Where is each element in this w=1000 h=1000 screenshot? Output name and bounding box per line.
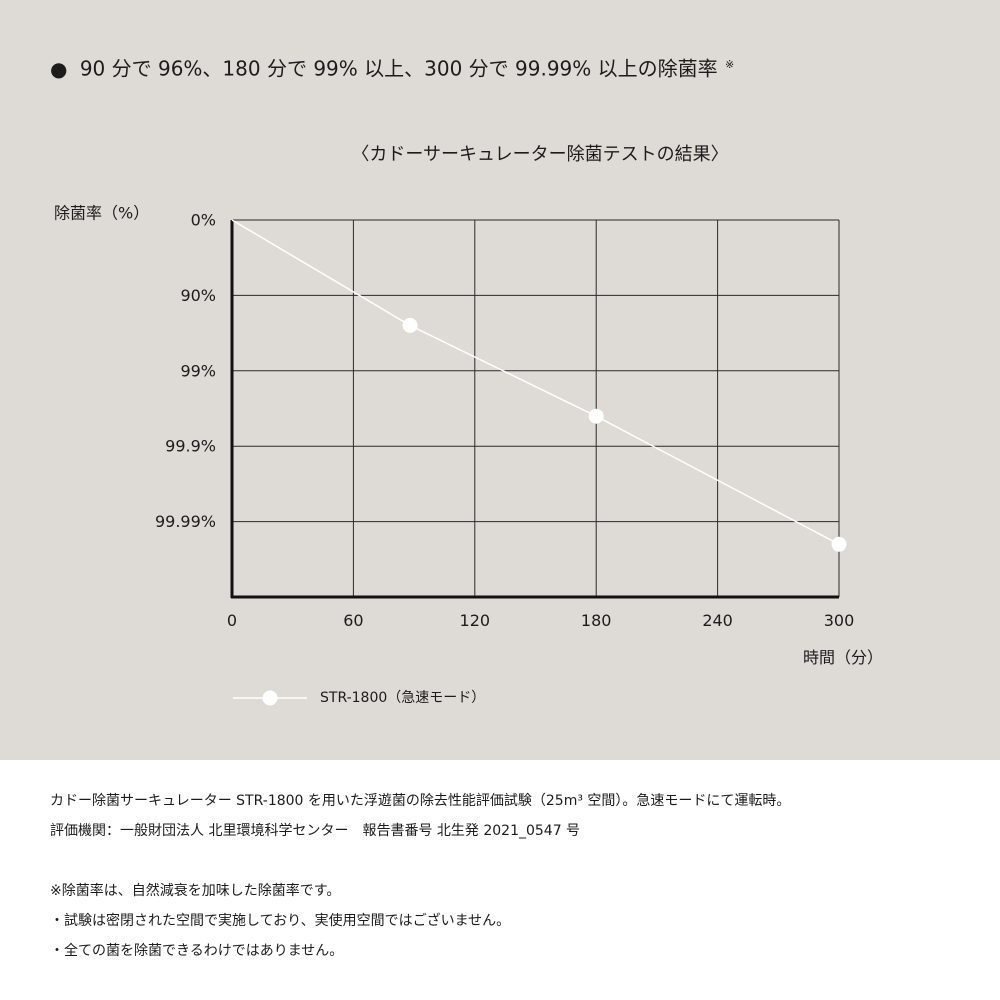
y-tick-label: 90% — [180, 286, 216, 305]
footer-note-closed-space: ・試験は密閉された空間で実施しており、実使用空間ではございません。 — [50, 913, 511, 929]
chart-series — [231, 219, 847, 552]
chart-axes — [230, 220, 839, 599]
chart-legend: STR-1800（急速モード） — [233, 690, 485, 706]
x-tick-label: 240 — [702, 611, 733, 630]
chart-grid — [232, 219, 840, 597]
chart-labels: 0% 90% 99% 99.9% 99.99% 0 60 120 180 240 300 除菌率（%）… — [54, 204, 883, 668]
footer-evaluator: 評価機関：一般財団法人 北里環境科学センター 報告書番号 北生発 2021_05… — [50, 823, 581, 839]
footer-notes: カドー除菌サーキュレーター STR-1800 を用いた浮遊菌の除去性能評価試験（… — [50, 786, 970, 966]
x-tick-label: 180 — [581, 611, 612, 630]
y-tick-label: 99% — [180, 361, 216, 380]
x-tick-label: 0 — [227, 611, 237, 630]
x-tick-label: 120 — [460, 611, 491, 630]
legend-label: STR-1800（急速モード） — [320, 690, 485, 706]
footer-test-description: カドー除菌サーキュレーター STR-1800 を用いた浮遊菌の除去性能評価試験（… — [50, 793, 791, 809]
data-point — [831, 536, 847, 552]
x-tick-label: 60 — [343, 611, 363, 630]
y-tick-label: 99.99% — [155, 512, 216, 531]
chart-panel: ● 90 分で 96%、180 分で 99% 以上、300 分で 99.99% … — [0, 0, 1000, 760]
y-tick-label: 0% — [191, 211, 216, 230]
data-point — [588, 408, 604, 424]
headline-note-mark: ※ — [725, 58, 735, 71]
headline-text: 90 分で 96%、180 分で 99% 以上、300 分で 99.99% 以上… — [79, 56, 718, 81]
bullet-icon: ● — [50, 56, 68, 81]
x-axis-label: 時間（分） — [803, 648, 883, 667]
x-tick-label: 300 — [824, 611, 855, 630]
series-line — [231, 219, 840, 545]
legend-marker — [262, 690, 278, 706]
footer-note-natural-decay: ※除菌率は、自然減衰を加味した除菌率です。 — [50, 883, 341, 899]
y-axis-label: 除菌率（%） — [54, 204, 149, 223]
line-chart: 0% 90% 99% 99.9% 99.99% 0 60 120 180 240 300 除菌率（%）… — [54, 204, 883, 707]
y-tick-label: 99.9% — [165, 437, 216, 456]
chart-title: 〈カドーサーキュレーター除菌テストの結果〉 — [351, 144, 729, 165]
data-point — [402, 317, 418, 333]
headline: ● 90 分で 96%、180 分で 99% 以上、300 分で 99.99% … — [50, 50, 735, 81]
footer-note-not-all-bacteria: ・全ての菌を除菌できるわけではありません。 — [50, 943, 344, 959]
